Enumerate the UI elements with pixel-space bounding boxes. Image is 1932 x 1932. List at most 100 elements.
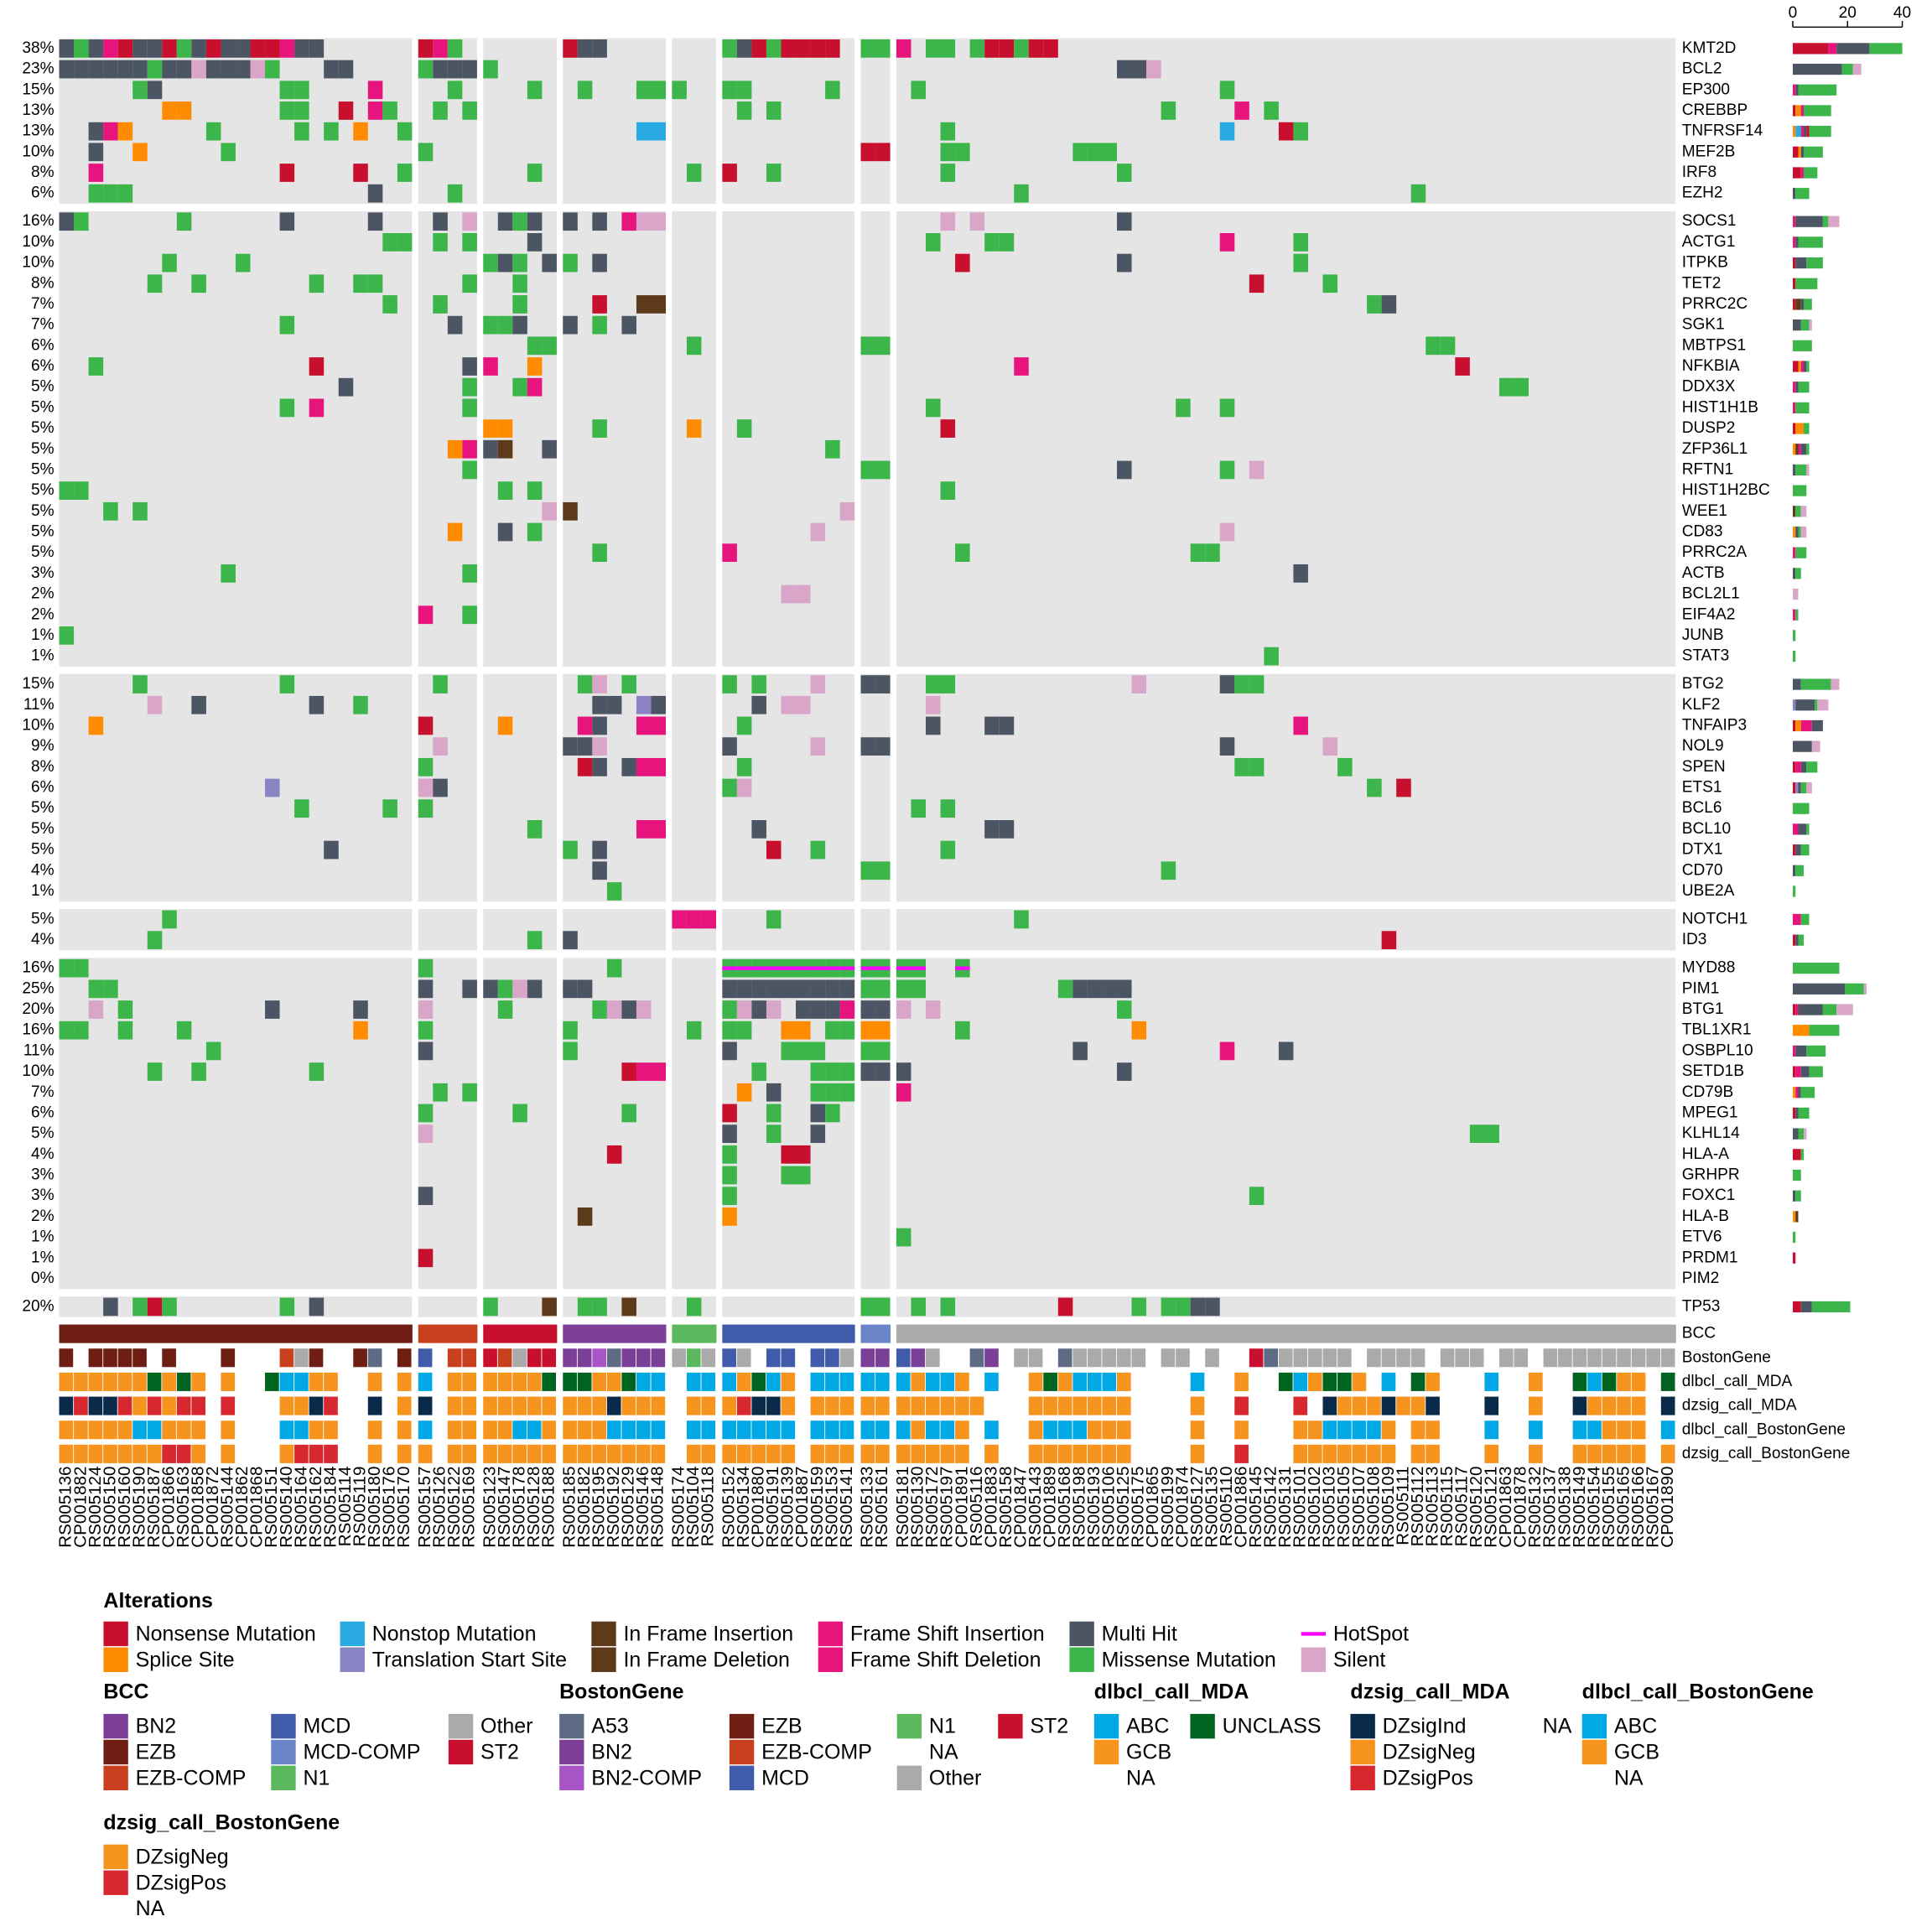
count-bar (1809, 1066, 1823, 1078)
count-bar (1792, 105, 1796, 117)
alteration-cell (147, 931, 163, 950)
alteration-cell (722, 1187, 737, 1206)
alteration-cell (825, 1000, 840, 1019)
legend-label: ST2 (1030, 1715, 1068, 1738)
annotation-cell (1396, 1420, 1410, 1440)
alteration-cell (353, 695, 368, 714)
sample-label: CP001863 (1496, 1467, 1515, 1548)
alteration-cell (860, 1297, 876, 1317)
annotation-cell (1190, 1420, 1205, 1440)
alteration-cell (636, 295, 652, 314)
count-bar (1811, 719, 1823, 732)
annotation-cell (176, 1396, 191, 1415)
annotation-cell (1307, 1372, 1322, 1391)
alteration-cell (875, 1000, 891, 1019)
alteration-cell (162, 60, 177, 79)
count-bar (1811, 740, 1820, 752)
alteration-cell (781, 1041, 797, 1061)
alteration-cell (1514, 377, 1530, 397)
annotation-cell (955, 1324, 971, 1343)
alteration-cell (497, 716, 513, 735)
annotation-cell (563, 1372, 577, 1391)
annotation-cell (1072, 1444, 1088, 1463)
alteration-cell (162, 253, 177, 273)
annotation-cell (103, 1396, 117, 1415)
annotation-cell (1146, 1348, 1161, 1368)
alteration-cell (1337, 757, 1353, 776)
gene-pct: 4% (31, 1145, 55, 1163)
annotation-cell (860, 1348, 875, 1368)
gene-pct: 38% (22, 39, 54, 57)
annotation-cell (191, 1420, 206, 1440)
legend-swatch (896, 1713, 922, 1739)
alteration-cell (577, 716, 593, 735)
annotation-cell (999, 1348, 1014, 1368)
alteration-cell (235, 39, 251, 58)
alteration-cell (1264, 101, 1279, 120)
alteration-cell (418, 1000, 434, 1019)
alteration-cell (766, 164, 782, 182)
alteration-cell (88, 60, 104, 79)
annotation-cell (250, 1420, 265, 1440)
gene-name: TBL1XR1 (1682, 1021, 1752, 1039)
annotation-cell (1249, 1372, 1264, 1391)
annotation-cell (1234, 1324, 1250, 1343)
annotation-cell (1367, 1324, 1383, 1343)
alteration-cell (294, 101, 309, 120)
alteration-cell (447, 39, 463, 58)
count-bar (1806, 761, 1818, 773)
count-bar (1795, 761, 1801, 773)
hotspot-mark (736, 966, 752, 970)
annotation-cell (926, 1372, 940, 1391)
legend-swatch (1581, 1713, 1607, 1739)
sample-label: RS005161 (872, 1467, 891, 1548)
annotation-cell (563, 1444, 577, 1463)
annotation-cell (338, 1420, 353, 1440)
alteration-cell (875, 1297, 891, 1317)
count-bar (1800, 319, 1810, 331)
annotation-cell (1484, 1324, 1500, 1343)
alteration-cell (736, 101, 752, 120)
alteration-cell (483, 439, 498, 459)
annotation-cell (781, 1372, 796, 1391)
annotation-cell (309, 1444, 324, 1463)
gene-pct: 5% (31, 799, 55, 817)
count-bar (1806, 126, 1810, 138)
annotation-cell (512, 1324, 528, 1343)
annotation-cell (1440, 1372, 1455, 1391)
annotation-cell (1322, 1372, 1337, 1391)
legend-label: EZB-COMP (761, 1741, 872, 1764)
alteration-cell (810, 675, 826, 693)
sample-label: RS005108 (1363, 1467, 1383, 1548)
alteration-cell (512, 315, 527, 335)
annotation-cell (147, 1348, 162, 1368)
annotation-cell (1234, 1396, 1249, 1415)
annotation-cell (1264, 1444, 1278, 1463)
alteration-cell (686, 1297, 702, 1317)
alteration-cell (1367, 778, 1382, 797)
alteration-cell (766, 1104, 782, 1123)
annotation-cell (542, 1324, 558, 1343)
annotation-cell (1617, 1420, 1631, 1440)
count-bar (1798, 782, 1801, 794)
alteration-cell (103, 39, 118, 58)
count-bar (1863, 983, 1867, 995)
annotation-cell (896, 1324, 911, 1343)
alteration-cell (88, 1000, 104, 1019)
alteration-cell (235, 253, 251, 273)
legend-swatch (103, 1765, 128, 1791)
count-bar (1792, 126, 1796, 138)
annotation-cell (1543, 1324, 1559, 1343)
alteration-cell (896, 39, 911, 58)
annotation-cell (1410, 1348, 1426, 1368)
annotation-cell (766, 1420, 781, 1440)
gene-name: SOCS1 (1682, 212, 1737, 230)
annotation-cell (1028, 1444, 1043, 1463)
annotation-cell (825, 1444, 839, 1463)
alteration-cell (722, 164, 737, 182)
alteration-cell (132, 80, 148, 100)
annotation-cell (191, 1372, 206, 1391)
annotation-cell (418, 1324, 434, 1343)
annotation-cell (839, 1444, 854, 1463)
gene-pct: 5% (31, 440, 55, 458)
